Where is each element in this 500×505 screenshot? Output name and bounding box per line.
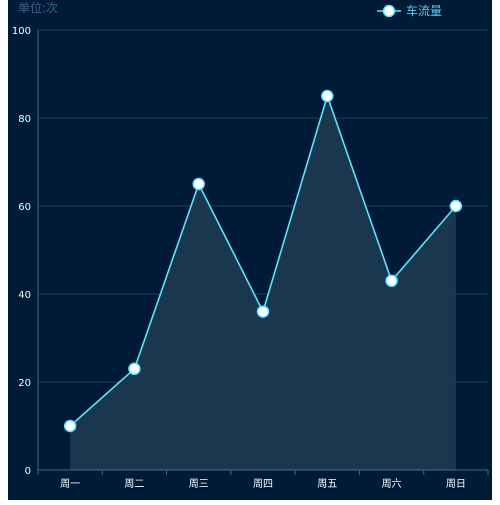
data-point[interactable] bbox=[256, 305, 270, 318]
chart-panel: 单位:次 车流量 0 20 40 60 80 100 周一 周二 周三 周四 周五 周六 周日 bbox=[8, 0, 492, 500]
y-tick-label: 0 bbox=[25, 466, 31, 477]
axes bbox=[37, 30, 489, 475]
data-point[interactable] bbox=[385, 274, 398, 288]
x-tick-label: 周二 bbox=[124, 478, 144, 490]
legend-marker-swatch bbox=[382, 4, 396, 18]
data-point[interactable] bbox=[128, 362, 141, 376]
line-chart: 单位:次 车流量 0 20 40 60 80 100 周一 周二 周三 周四 周五 周六 周日 bbox=[12, 0, 489, 490]
x-tick-label: 周日 bbox=[446, 478, 466, 490]
x-tick-label: 周五 bbox=[317, 478, 337, 490]
legend[interactable]: 车流量 bbox=[377, 3, 442, 18]
y-tick-label: 40 bbox=[18, 290, 31, 301]
y-tick-label: 100 bbox=[12, 26, 31, 37]
data-point[interactable] bbox=[449, 199, 463, 213]
data-point[interactable] bbox=[192, 177, 205, 191]
y-tick-label: 60 bbox=[18, 202, 31, 213]
x-tick-label: 周三 bbox=[189, 478, 209, 490]
x-tick-label: 周一 bbox=[60, 478, 80, 490]
legend-series-label: 车流量 bbox=[406, 3, 442, 18]
x-tick-label: 周四 bbox=[253, 478, 273, 490]
data-point[interactable] bbox=[63, 419, 77, 433]
y-axis-unit-label: 单位:次 bbox=[18, 0, 58, 15]
y-tick-label: 80 bbox=[18, 114, 31, 125]
series-area bbox=[70, 96, 456, 470]
x-tick-label: 周六 bbox=[382, 478, 402, 490]
y-tick-label: 20 bbox=[18, 378, 31, 389]
grid-lines bbox=[38, 29, 488, 383]
area-layer bbox=[70, 96, 456, 470]
data-point[interactable] bbox=[321, 89, 334, 103]
data-points bbox=[63, 89, 463, 433]
tick-labels: 0 20 40 60 80 100 周一 周二 周三 周四 周五 周六 周日 bbox=[12, 26, 466, 490]
